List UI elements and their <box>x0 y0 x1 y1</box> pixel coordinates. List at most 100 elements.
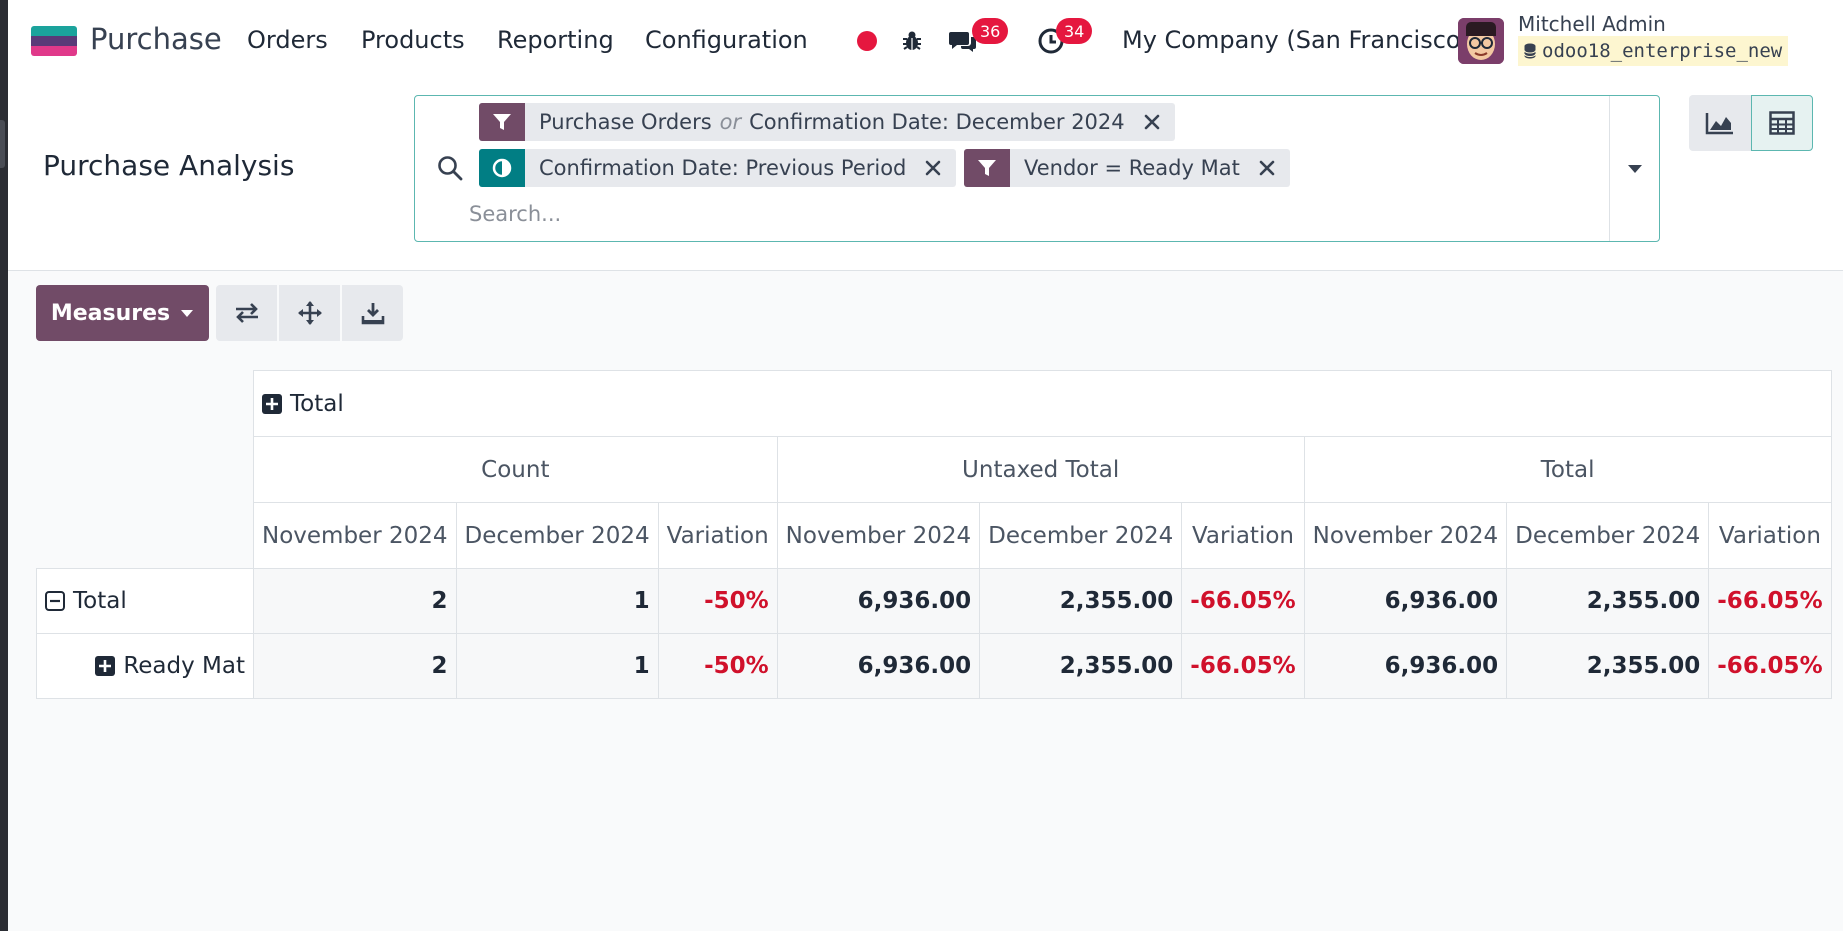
row-header-label: Ready Mat <box>123 653 245 679</box>
pivot-cell[interactable]: 2 <box>253 633 457 699</box>
col-header-total-label: Total <box>290 390 344 417</box>
database-label: odoo18_enterprise_new <box>1542 40 1783 62</box>
pivot-corner <box>37 371 254 437</box>
pivot-table: Total Count Untaxed Total Total November… <box>36 370 1832 699</box>
pivot-cell-variation[interactable]: -66.05% <box>1708 633 1832 699</box>
search-options-toggle[interactable] <box>1609 96 1659 241</box>
messages-count-badge: 36 <box>972 18 1009 44</box>
edge-handle <box>0 120 5 168</box>
user-name[interactable]: Mitchell Admin <box>1518 12 1666 36</box>
search-panel: Purchase Orders or Confirmation Date: De… <box>414 95 1660 242</box>
search-icon[interactable] <box>437 155 463 185</box>
pivot-cell-variation[interactable]: -50% <box>657 633 778 699</box>
record-icon[interactable] <box>852 26 882 56</box>
view-switcher <box>1689 95 1813 151</box>
period-header[interactable]: December 2024 <box>1506 502 1710 569</box>
period-header[interactable]: November 2024 <box>1303 502 1508 569</box>
move-arrows-icon <box>297 301 322 325</box>
pivot-cell[interactable]: 6,936.00 <box>776 568 981 634</box>
period-header[interactable]: November 2024 <box>253 502 457 569</box>
control-panel: Purchase Analysis Purchase Orders or Con… <box>8 82 1843 271</box>
database-name: odoo18_enterprise_new <box>1518 36 1789 66</box>
activities-count-badge: 34 <box>1056 18 1093 44</box>
search-input[interactable] <box>469 197 1369 231</box>
messages-icon[interactable] <box>948 26 978 56</box>
facet-value-confirmation-date: Confirmation Date: December 2024 <box>749 110 1125 134</box>
menu-orders[interactable]: Orders <box>247 26 328 54</box>
table-grid-icon <box>1769 111 1795 135</box>
pivot-cell-variation[interactable]: -66.05% <box>1708 568 1832 634</box>
measure-header-count[interactable]: Count <box>253 436 778 503</box>
database-icon <box>1524 43 1536 59</box>
app-name[interactable]: Purchase <box>90 22 222 56</box>
pivot-cell[interactable]: 2,355.00 <box>979 568 1183 634</box>
comparison-facet: Confirmation Date: Previous Period <box>479 149 957 187</box>
company-switcher[interactable]: My Company (San Francisco) <box>1122 26 1470 54</box>
pivot-cell-variation[interactable]: -50% <box>657 568 778 634</box>
debug-bug-icon[interactable] <box>897 26 927 56</box>
plus-square-icon <box>262 393 282 414</box>
measures-dropdown-button[interactable]: Measures <box>36 285 209 341</box>
pivot-cell-variation[interactable]: -66.05% <box>1181 568 1305 634</box>
pivot-cell[interactable]: 6,936.00 <box>776 633 981 699</box>
vendor-filter-facet: Vendor = Ready Mat <box>964 149 1290 187</box>
download-icon <box>361 303 384 325</box>
comparison-half-circle-icon <box>479 149 525 187</box>
period-header[interactable]: December 2024 <box>455 502 659 569</box>
col-header-total[interactable]: Total <box>253 370 1832 437</box>
pivot-cell[interactable]: 2,355.00 <box>1506 633 1710 699</box>
caret-down-icon <box>1627 164 1642 173</box>
close-icon[interactable] <box>920 149 946 187</box>
table-row: Total 2 1 -50% 6,936.00 2,355.00 -66.05%… <box>36 568 1832 634</box>
pivot-cell[interactable]: 6,936.00 <box>1303 568 1508 634</box>
pivot-cell[interactable]: 2,355.00 <box>979 633 1183 699</box>
menu-configuration[interactable]: Configuration <box>645 26 808 54</box>
measure-header-untaxed-total[interactable]: Untaxed Total <box>776 436 1305 503</box>
minus-square-icon <box>45 591 65 611</box>
top-navbar: Purchase Orders Products Reporting Confi… <box>0 0 1843 82</box>
pivot-corner <box>37 437 254 503</box>
period-header[interactable]: Variation <box>657 502 778 569</box>
page-title: Purchase Analysis <box>43 149 295 182</box>
period-header[interactable]: December 2024 <box>979 502 1183 569</box>
plus-square-icon <box>95 656 116 676</box>
graph-view-button[interactable] <box>1689 95 1751 151</box>
close-icon[interactable] <box>1254 149 1280 187</box>
menu-reporting[interactable]: Reporting <box>497 26 614 54</box>
pivot-cell[interactable]: 6,936.00 <box>1303 633 1508 699</box>
user-avatar[interactable] <box>1458 18 1504 64</box>
left-window-edge <box>0 0 8 931</box>
menu-products[interactable]: Products <box>361 26 465 54</box>
download-xlsx-button[interactable] <box>342 285 403 341</box>
pivot-cell-variation[interactable]: -66.05% <box>1181 633 1305 699</box>
expand-all-button[interactable] <box>279 285 340 341</box>
facet-value-vendor: Vendor = Ready Mat <box>1024 156 1240 180</box>
flip-axis-button[interactable] <box>216 285 277 341</box>
pivot-cell[interactable]: 1 <box>455 633 659 699</box>
close-icon[interactable] <box>1139 103 1165 141</box>
pivot-view-button[interactable] <box>1751 95 1813 151</box>
pivot-tools <box>216 285 403 341</box>
facet-value-previous-period: Confirmation Date: Previous Period <box>539 156 907 180</box>
measure-header-total[interactable]: Total <box>1303 436 1832 503</box>
row-header-ready-mat[interactable]: Ready Mat <box>36 633 254 699</box>
table-row: Ready Mat 2 1 -50% 6,936.00 2,355.00 -66… <box>36 633 1832 699</box>
measures-label: Measures <box>50 300 171 326</box>
filter-facet-orders-date: Purchase Orders or Confirmation Date: De… <box>479 103 1175 141</box>
period-header[interactable]: Variation <box>1181 502 1305 569</box>
row-header-total[interactable]: Total <box>36 568 254 634</box>
pivot-cell[interactable]: 2,355.00 <box>1506 568 1710 634</box>
period-header[interactable]: Variation <box>1708 502 1832 569</box>
area-chart-icon <box>1705 113 1733 135</box>
filter-funnel-icon <box>479 103 525 141</box>
period-header[interactable]: November 2024 <box>776 502 981 569</box>
swap-arrows-icon <box>235 303 258 323</box>
pivot-cell[interactable]: 2 <box>253 568 457 634</box>
facet-or-separator: or <box>719 110 742 134</box>
facet-value-purchase-orders: Purchase Orders <box>539 110 712 134</box>
purchase-app-icon[interactable] <box>31 26 77 56</box>
pivot-corner <box>37 503 254 569</box>
pivot-cell[interactable]: 1 <box>455 568 659 634</box>
caret-down-icon <box>181 309 194 317</box>
filter-funnel-icon <box>964 149 1010 187</box>
